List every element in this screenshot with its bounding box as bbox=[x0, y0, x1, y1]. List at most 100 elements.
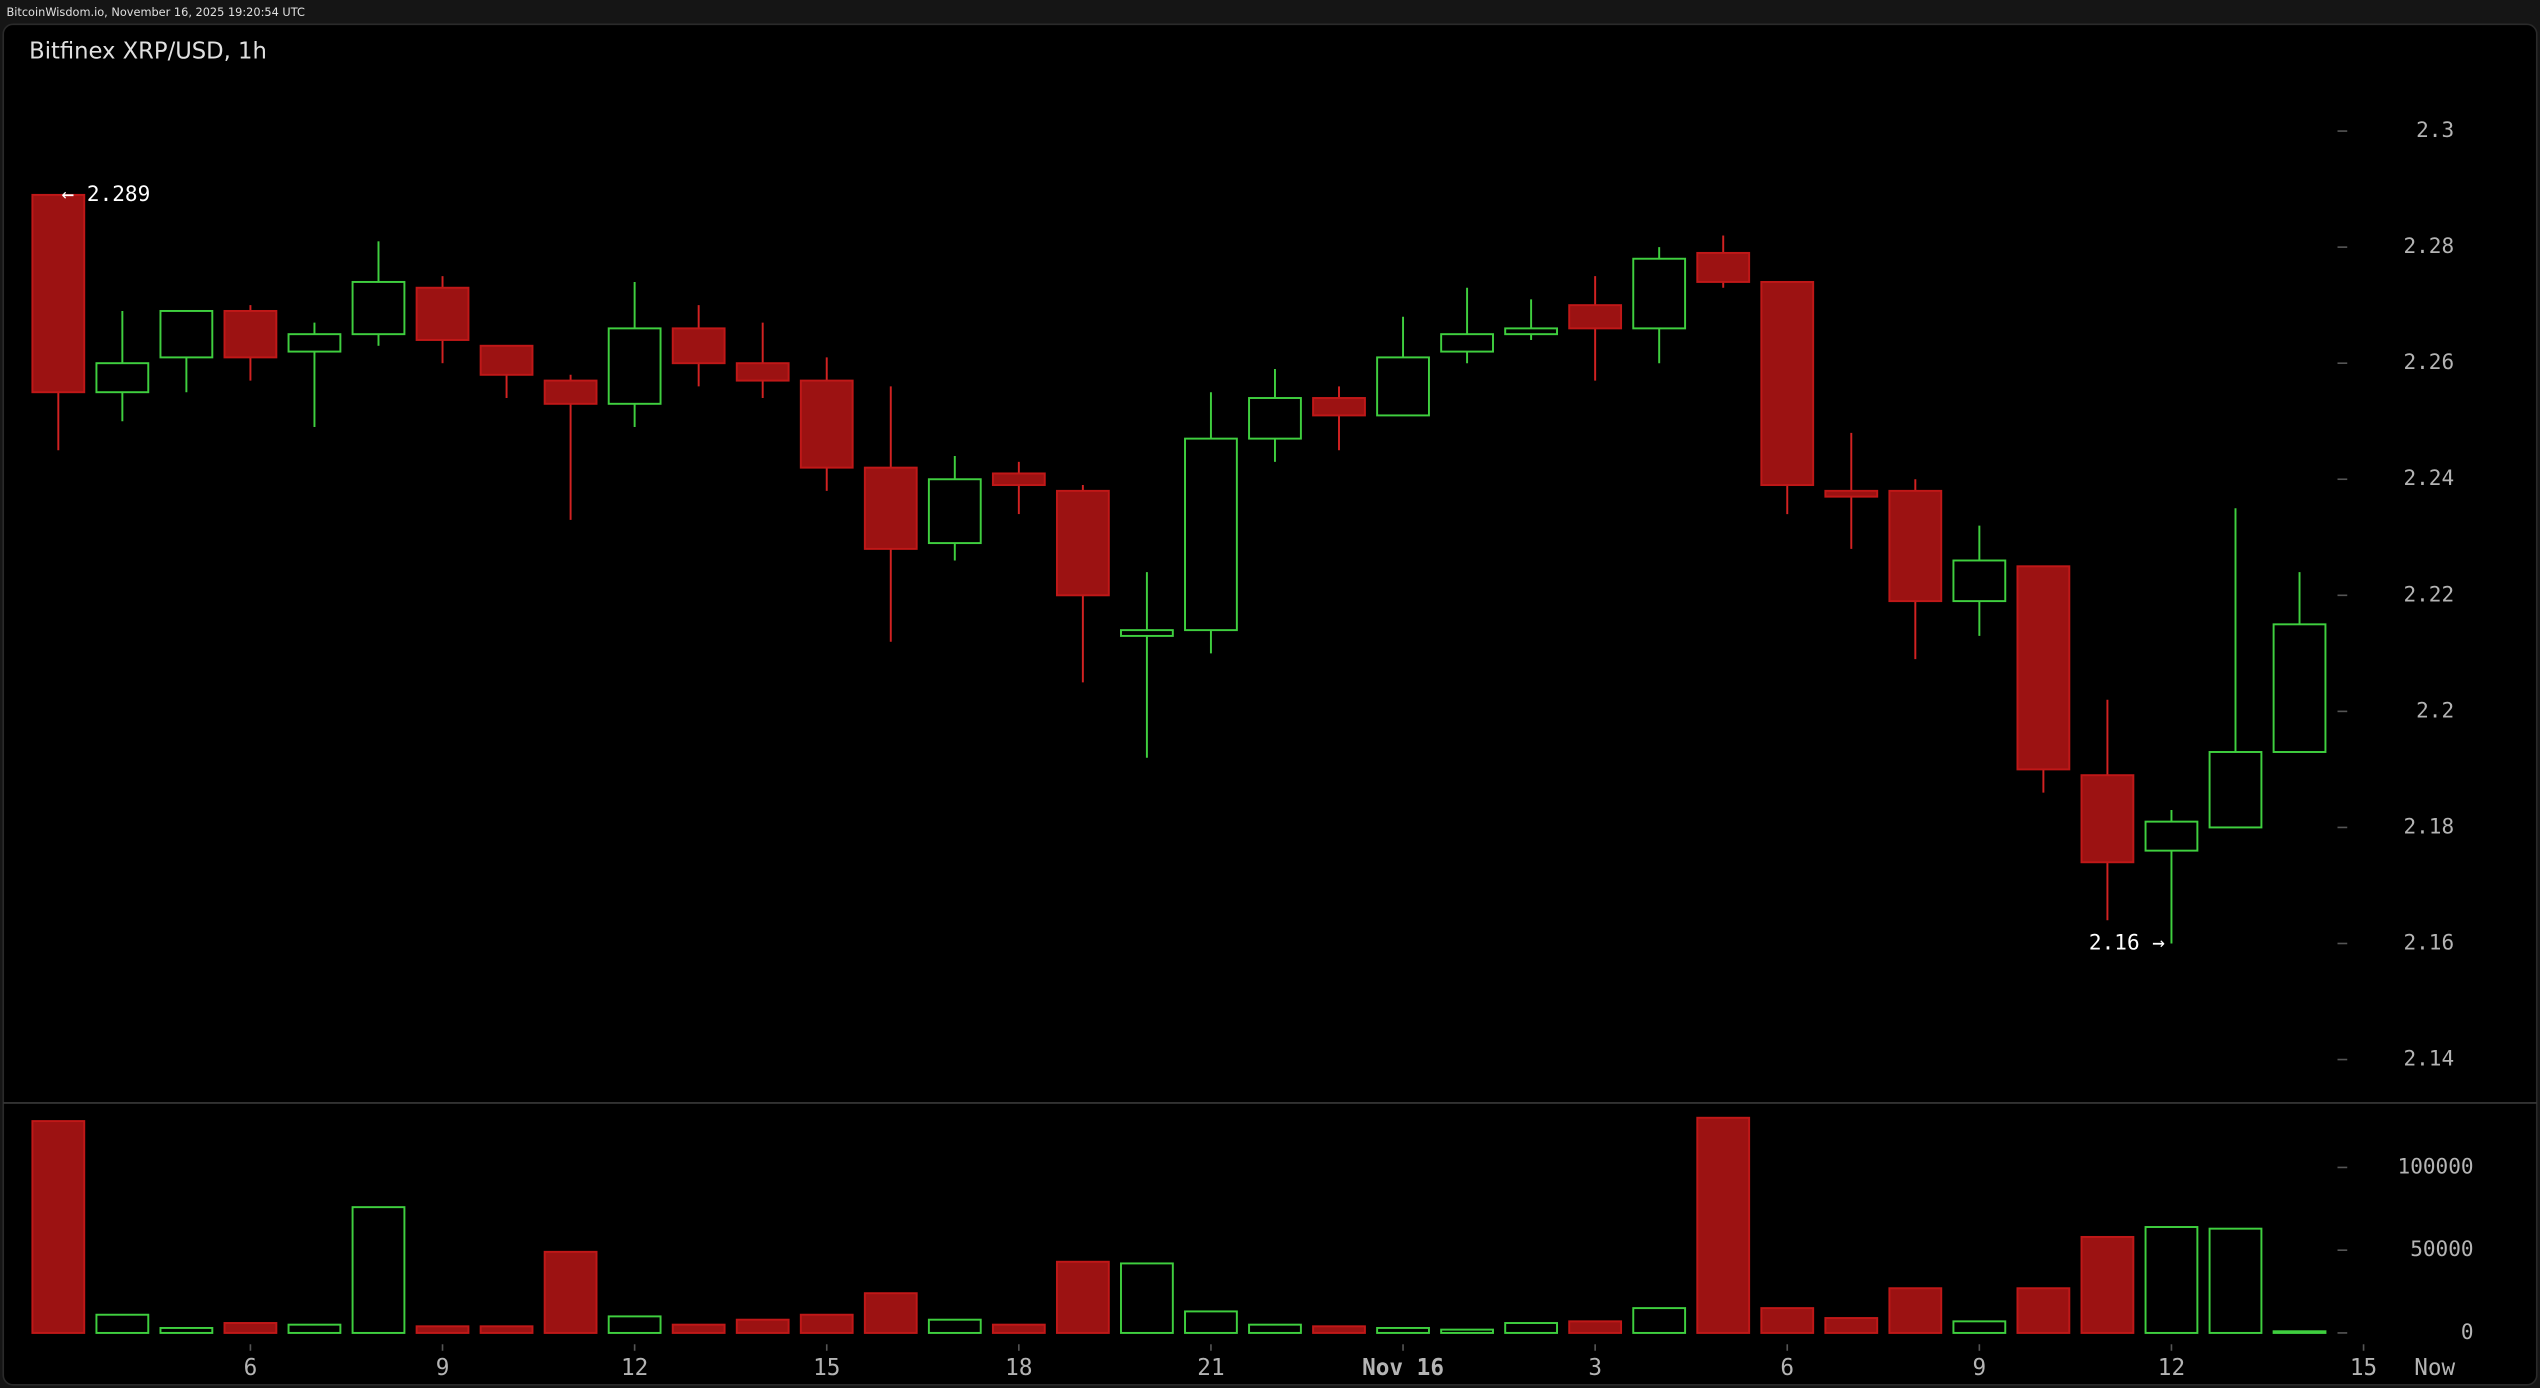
annotation: ← 2.289 bbox=[62, 181, 151, 206]
candle-body bbox=[1184, 437, 1238, 632]
now-label: Now bbox=[2414, 1355, 2455, 1381]
y-tick-label: 2.3 bbox=[2416, 117, 2454, 142]
y-tick-label: 2.2 bbox=[2416, 697, 2454, 722]
volume-bar bbox=[927, 1318, 982, 1334]
volume-bar bbox=[2144, 1226, 2199, 1334]
volume-bar bbox=[1760, 1307, 1815, 1334]
volume-bar bbox=[799, 1313, 854, 1334]
candle-body bbox=[351, 280, 406, 336]
candle-body bbox=[799, 379, 854, 469]
x-tick-label: 3 bbox=[1588, 1355, 1602, 1381]
volume-bar bbox=[1952, 1320, 2007, 1334]
volume-bar bbox=[479, 1325, 534, 1334]
candle-body bbox=[415, 286, 470, 341]
candle-body bbox=[1312, 397, 1366, 417]
volume-bar bbox=[671, 1323, 726, 1334]
candle-body bbox=[735, 362, 790, 382]
volume-bar bbox=[2080, 1235, 2135, 1334]
candle-body bbox=[1504, 327, 1559, 336]
x-tick-label: 12 bbox=[621, 1355, 648, 1381]
x-tick-label: 21 bbox=[1197, 1355, 1224, 1381]
candle-body bbox=[2144, 820, 2199, 852]
candle-body bbox=[927, 478, 982, 545]
volume-bar bbox=[1504, 1322, 1559, 1334]
y-tick-label: 2.26 bbox=[2403, 349, 2454, 374]
candle-body bbox=[1824, 489, 1879, 498]
candle-body bbox=[479, 344, 534, 376]
candle-body bbox=[543, 379, 598, 405]
volume-bar bbox=[1440, 1328, 1494, 1334]
v-tick-label: 100000 bbox=[2398, 1153, 2474, 1178]
volume-bar bbox=[415, 1325, 470, 1334]
x-tick-label: 6 bbox=[244, 1355, 258, 1381]
x-tick-label: 18 bbox=[1005, 1355, 1032, 1381]
candle-body bbox=[1440, 333, 1494, 353]
volume-bar bbox=[2208, 1227, 2263, 1334]
x-tick-label: 6 bbox=[1780, 1355, 1794, 1381]
candle-body bbox=[2272, 623, 2327, 753]
x-tick-label: 15 bbox=[813, 1355, 840, 1381]
volume-bar bbox=[1184, 1310, 1238, 1334]
candle-body bbox=[223, 309, 278, 359]
volume-bar bbox=[1888, 1287, 1943, 1334]
volume-bar bbox=[1696, 1116, 1751, 1334]
volume-bar bbox=[1376, 1326, 1430, 1334]
volume-bar bbox=[1312, 1325, 1366, 1334]
x-tick-label: 9 bbox=[1973, 1355, 1987, 1381]
volume-bar bbox=[1632, 1307, 1687, 1334]
candle-body bbox=[287, 333, 342, 353]
candle-body bbox=[1248, 397, 1302, 440]
volume-bar bbox=[735, 1318, 790, 1334]
volume-bar bbox=[159, 1326, 214, 1334]
candle-body bbox=[991, 472, 1046, 487]
y-tick-label: 2.16 bbox=[2403, 929, 2454, 954]
volume-bar bbox=[351, 1206, 406, 1334]
v-tick-label: 50000 bbox=[2410, 1236, 2473, 1261]
y-tick-label: 2.24 bbox=[2403, 465, 2454, 490]
volume-bar bbox=[863, 1292, 918, 1334]
candle-body bbox=[671, 327, 726, 365]
y-tick-label: 2.22 bbox=[2403, 581, 2454, 606]
candle-body bbox=[1120, 629, 1174, 637]
chart-title: Bitfinex XRP/USD, 1h bbox=[29, 38, 267, 64]
volume-bar bbox=[991, 1323, 1046, 1334]
volume-bar bbox=[607, 1315, 662, 1334]
volume-bar bbox=[543, 1250, 598, 1334]
volume-bar bbox=[1055, 1260, 1110, 1334]
candle-body bbox=[95, 362, 150, 394]
candle-body bbox=[1696, 251, 1751, 283]
candle-body bbox=[2080, 774, 2135, 864]
panel bbox=[2, 23, 2538, 1386]
volume-bar bbox=[1248, 1323, 1302, 1334]
candle-body bbox=[1760, 280, 1815, 487]
x-tick-label: 12 bbox=[2158, 1355, 2185, 1381]
candle-body bbox=[1952, 559, 2007, 603]
y-tick-label: 2.28 bbox=[2403, 233, 2454, 258]
candle-body bbox=[607, 327, 662, 405]
volume-bar bbox=[2272, 1330, 2327, 1334]
y-tick-label: 2.14 bbox=[2403, 1046, 2454, 1071]
x-tick-label: 9 bbox=[436, 1355, 450, 1381]
x-tick-label: Nov 16 bbox=[1362, 1355, 1444, 1381]
candle-body bbox=[31, 193, 86, 394]
volume-bar bbox=[31, 1120, 86, 1334]
volume-bar bbox=[1568, 1320, 1623, 1334]
x-tick-label: 15 bbox=[2350, 1355, 2377, 1381]
candle-body bbox=[2016, 565, 2071, 771]
y-tick-label: 2.18 bbox=[2403, 813, 2454, 838]
volume-bar bbox=[95, 1313, 150, 1334]
candle-body bbox=[1055, 489, 1110, 597]
candle-body bbox=[1888, 489, 1943, 603]
volume-bar bbox=[1824, 1317, 1879, 1334]
candle-body bbox=[2208, 751, 2263, 829]
candle-body bbox=[159, 309, 214, 359]
volume-bar bbox=[2016, 1287, 2071, 1334]
v-tick-label: 0 bbox=[2461, 1319, 2474, 1344]
candle-body bbox=[1568, 304, 1623, 330]
volume-bar bbox=[223, 1322, 278, 1334]
candle-body bbox=[1376, 356, 1430, 417]
volume-bar bbox=[1120, 1262, 1174, 1334]
annotation: 2.16 → bbox=[2089, 929, 2165, 954]
